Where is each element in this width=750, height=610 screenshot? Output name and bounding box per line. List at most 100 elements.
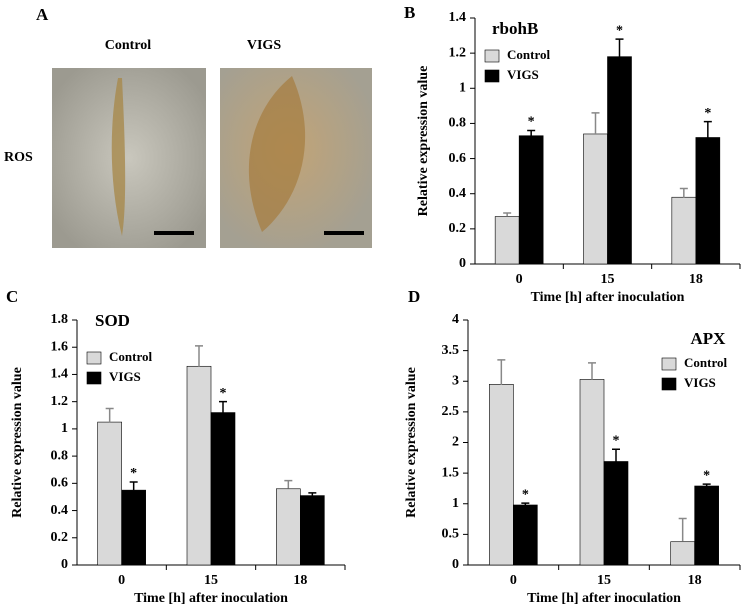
- y-tick-label: 0.8: [51, 448, 69, 463]
- bar: [583, 133, 608, 265]
- legend-swatch: [661, 377, 677, 391]
- legend-label: Control: [109, 349, 152, 364]
- bar: [494, 216, 520, 265]
- leaf-image: [220, 68, 372, 248]
- legend-swatch: [86, 371, 102, 385]
- error-bar: [195, 345, 203, 367]
- bar: [518, 135, 544, 265]
- significance-marker: *: [704, 106, 711, 121]
- error-bar: [308, 492, 317, 496]
- y-tick-label: 0.8: [449, 116, 467, 131]
- bar: [489, 384, 514, 566]
- leaf-image: [52, 68, 206, 248]
- bar: [97, 421, 122, 566]
- error-bar: [678, 517, 687, 542]
- legend-label: Control: [507, 47, 550, 62]
- y-tick-label: 0: [459, 256, 466, 271]
- legend-label: VIGS: [507, 67, 539, 82]
- panel-label: D: [408, 287, 420, 306]
- y-tick-label: 2.5: [442, 404, 460, 419]
- y-axis-title: Relative expression value: [404, 367, 419, 518]
- y-tick-label: 1.6: [51, 339, 69, 354]
- x-axis-title: Time [h] after inoculation: [134, 591, 288, 606]
- y-tick-label: 0: [61, 557, 68, 572]
- row-label: ROS: [4, 150, 33, 165]
- bar: [671, 196, 697, 265]
- chart-title: APX: [691, 329, 727, 348]
- y-tick-label: 2: [452, 435, 459, 450]
- bar: [121, 489, 146, 566]
- panel-label: B: [404, 3, 415, 22]
- x-tick-label: 15: [597, 573, 611, 588]
- error-bar: [679, 187, 688, 198]
- error-bar: [702, 483, 711, 486]
- x-tick-label: 18: [688, 573, 702, 588]
- bar: [210, 412, 236, 566]
- error-bar: [219, 400, 227, 413]
- bar: [603, 461, 629, 566]
- legend-swatch: [484, 69, 500, 83]
- y-tick-label: 0.2: [449, 221, 467, 236]
- panel-label: A: [36, 5, 49, 24]
- error-bar: [527, 129, 536, 136]
- y-tick-label: 1.2: [51, 394, 69, 409]
- significance-marker: *: [528, 115, 535, 130]
- bar: [607, 56, 632, 265]
- panel-label: C: [6, 287, 18, 306]
- bar: [513, 504, 538, 566]
- legend-swatch: [86, 351, 102, 365]
- error-bar: [591, 112, 600, 134]
- y-tick-label: 1.4: [51, 367, 69, 382]
- y-tick-label: 1: [459, 81, 466, 96]
- y-tick-label: 0.6: [449, 151, 467, 166]
- y-tick-label: 1.2: [449, 45, 467, 60]
- significance-marker: *: [130, 466, 137, 481]
- y-axis-title: Relative expression value: [416, 66, 431, 217]
- error-bar: [129, 481, 138, 491]
- error-bar: [497, 359, 506, 385]
- error-bar: [612, 448, 620, 462]
- chart-title: rbohB: [492, 19, 538, 38]
- x-tick-label: 15: [204, 573, 218, 588]
- x-axis-title: Time [h] after inoculation: [527, 591, 681, 606]
- significance-marker: *: [616, 23, 623, 38]
- y-tick-label: 0.6: [51, 476, 69, 491]
- y-tick-label: 0.4: [449, 186, 467, 201]
- error-bar: [588, 362, 596, 380]
- y-tick-label: 4: [452, 312, 459, 327]
- y-tick-label: 1.8: [51, 312, 69, 327]
- y-axis-title: Relative expression value: [10, 367, 25, 518]
- y-tick-label: 0.2: [51, 530, 69, 545]
- y-tick-label: 1.5: [442, 465, 460, 480]
- x-tick-label: 0: [510, 573, 517, 588]
- bar: [186, 365, 212, 566]
- legend-label: VIGS: [684, 375, 716, 390]
- bar: [579, 379, 605, 566]
- legend-swatch: [661, 357, 677, 371]
- significance-marker: *: [522, 487, 529, 502]
- legend-swatch: [484, 49, 500, 63]
- legend-label: Control: [684, 355, 727, 370]
- chart-title: SOD: [95, 311, 130, 330]
- x-axis-title: Time [h] after inoculation: [531, 290, 685, 305]
- error-bar: [521, 502, 530, 505]
- error-bar: [503, 212, 512, 217]
- bar: [300, 495, 325, 566]
- y-tick-label: 1: [452, 496, 459, 511]
- y-tick-label: 1: [61, 421, 68, 436]
- bar: [670, 541, 695, 566]
- error-bar: [703, 120, 712, 138]
- significance-marker: *: [703, 468, 710, 483]
- significance-marker: *: [613, 433, 620, 448]
- bar: [694, 485, 719, 566]
- bar: [695, 137, 721, 265]
- bar: [276, 488, 301, 566]
- column-label: VIGS: [247, 38, 281, 53]
- x-tick-label: 0: [118, 573, 125, 588]
- x-tick-label: 18: [293, 573, 307, 588]
- y-tick-label: 0.4: [51, 503, 69, 518]
- significance-marker: *: [220, 386, 227, 401]
- error-bar: [284, 479, 293, 489]
- y-tick-label: 0: [452, 557, 459, 572]
